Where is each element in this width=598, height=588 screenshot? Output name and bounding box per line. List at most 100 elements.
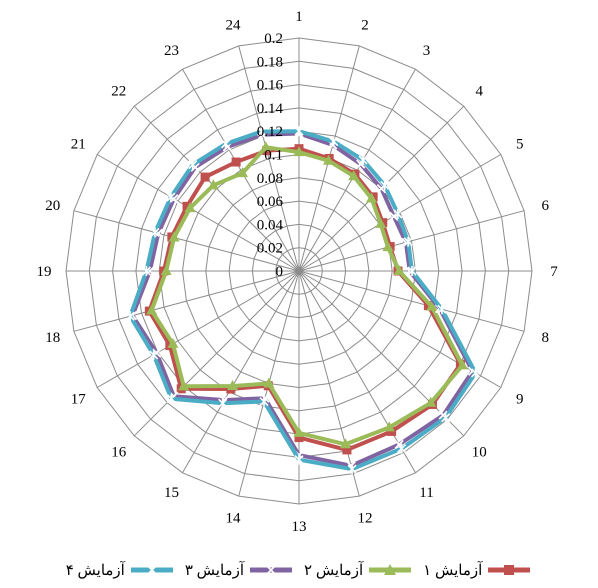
spoke-line bbox=[96, 270, 300, 388]
category-label: 21 bbox=[71, 137, 86, 153]
category-label: 8 bbox=[542, 330, 550, 346]
legend-item: آزمایش ۴ bbox=[66, 561, 175, 580]
category-label: 17 bbox=[71, 392, 87, 408]
legend-item: آزمایش ۲ bbox=[304, 561, 413, 580]
data-point bbox=[441, 412, 451, 423]
category-label: 4 bbox=[476, 84, 484, 100]
data-point bbox=[456, 359, 468, 370]
data-point bbox=[184, 202, 196, 213]
category-label: 23 bbox=[164, 43, 179, 59]
data-point bbox=[263, 377, 275, 388]
data-point bbox=[393, 208, 403, 219]
category-label: 18 bbox=[45, 330, 60, 346]
category-label: 6 bbox=[542, 198, 550, 214]
radial-tick-label: 0.1 bbox=[264, 148, 283, 164]
radial-tick-label: 0 bbox=[276, 264, 284, 280]
data-point bbox=[294, 433, 304, 443]
legend-swatch bbox=[488, 565, 531, 575]
radial-tick-label: 0.18 bbox=[257, 54, 283, 70]
category-label: 19 bbox=[37, 264, 52, 280]
spoke-line bbox=[73, 210, 300, 272]
data-point bbox=[403, 236, 413, 247]
data-point bbox=[218, 398, 228, 409]
category-label: 11 bbox=[419, 485, 433, 501]
category-label: 5 bbox=[516, 137, 524, 153]
radial-tick-label: 0.06 bbox=[257, 194, 284, 210]
radial-tick-label: 0.12 bbox=[257, 124, 283, 140]
data-point bbox=[347, 464, 357, 475]
radial-tick-label: 0.2 bbox=[264, 31, 283, 47]
legend-label: آزمایش ۴ bbox=[65, 562, 125, 579]
spoke-line bbox=[182, 68, 300, 272]
data-point bbox=[425, 396, 437, 407]
data-point bbox=[358, 155, 368, 166]
category-label: 16 bbox=[111, 444, 127, 460]
radial-tick-label: 0.16 bbox=[257, 78, 284, 94]
data-point bbox=[396, 443, 407, 454]
data-point bbox=[382, 241, 394, 252]
data-point bbox=[437, 304, 447, 315]
data-point bbox=[293, 146, 305, 157]
data-point bbox=[149, 349, 159, 360]
category-label: 10 bbox=[472, 444, 487, 460]
data-point bbox=[146, 304, 158, 315]
data-point bbox=[365, 192, 377, 203]
data-point bbox=[231, 157, 241, 167]
spoke-line bbox=[96, 154, 300, 272]
series-4 bbox=[125, 126, 481, 475]
radial-tick-label: 0.14 bbox=[257, 101, 284, 117]
radial-tick-label: 0.04 bbox=[257, 217, 284, 233]
category-label: 20 bbox=[45, 198, 60, 214]
data-point bbox=[348, 170, 360, 181]
legend-item: آزمایش ۳ bbox=[185, 561, 294, 580]
legend-swatch bbox=[369, 564, 412, 575]
data-point bbox=[259, 396, 269, 407]
spoke-line bbox=[73, 270, 300, 332]
radar-plot: 0 0.02 0.04 0.06 0.08 0.1 0.12 0.14 0.16 0.18 0.2 1… bbox=[37, 9, 559, 535]
legend-swatch bbox=[250, 565, 292, 575]
data-point bbox=[426, 300, 438, 311]
data-point bbox=[166, 192, 176, 203]
data-point bbox=[178, 380, 190, 391]
data-point bbox=[294, 454, 304, 465]
data-point bbox=[380, 180, 390, 191]
category-label: 7 bbox=[550, 264, 558, 280]
category-label: 15 bbox=[164, 485, 179, 501]
data-point bbox=[200, 172, 210, 182]
chart-legend: آزمایش ۴ آزمایش ۳ آزمایش ۲ آزمایش ۱ bbox=[0, 556, 598, 584]
spoke-line bbox=[238, 45, 300, 272]
spoke-line bbox=[298, 270, 360, 497]
spoke-line bbox=[133, 270, 300, 437]
category-label: 9 bbox=[516, 392, 524, 408]
category-label: 13 bbox=[292, 519, 307, 535]
data-point bbox=[293, 426, 305, 437]
data-point bbox=[257, 126, 267, 137]
category-label: 1 bbox=[295, 9, 303, 25]
data-point bbox=[294, 126, 304, 137]
data-point bbox=[227, 380, 239, 391]
category-label: 24 bbox=[226, 18, 242, 34]
category-label: 22 bbox=[111, 84, 126, 100]
data-point bbox=[168, 231, 180, 242]
data-point bbox=[125, 311, 135, 322]
data-point bbox=[339, 438, 351, 449]
spoke-line bbox=[298, 270, 525, 332]
series-2 bbox=[146, 141, 468, 449]
data-point bbox=[141, 266, 151, 276]
data-point bbox=[342, 445, 352, 455]
data-point bbox=[260, 141, 272, 152]
legend-swatch bbox=[130, 565, 173, 575]
radial-tick-label: 0.08 bbox=[257, 171, 283, 187]
data-point bbox=[329, 136, 339, 147]
data-point bbox=[236, 167, 248, 178]
data-point bbox=[221, 138, 231, 149]
spoke-line bbox=[298, 210, 525, 272]
data-point bbox=[166, 393, 176, 404]
data-point bbox=[207, 179, 219, 190]
spoke-line bbox=[182, 270, 300, 474]
data-point bbox=[182, 201, 192, 211]
data-point bbox=[160, 265, 172, 275]
category-label: 14 bbox=[226, 510, 242, 526]
series-line bbox=[147, 146, 463, 452]
